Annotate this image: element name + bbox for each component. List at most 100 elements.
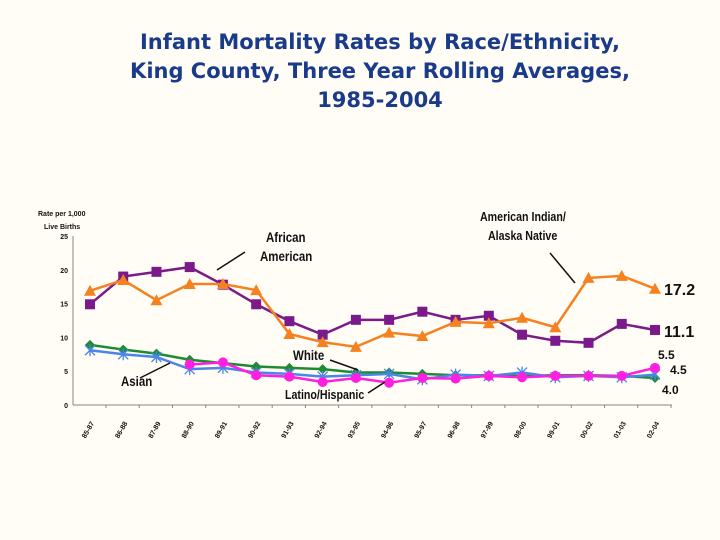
data-point [483, 310, 494, 321]
data-point [416, 330, 429, 342]
annotation-line [329, 359, 359, 371]
series-label: African [266, 229, 306, 245]
chart-title: Infant Mortality Rates by Race/Ethnicity… [0, 28, 720, 115]
data-point [384, 314, 395, 325]
annotation-line [139, 362, 171, 379]
end-value-label: 5.5 [658, 348, 675, 362]
title-line-3: 1985-2004 [317, 88, 443, 112]
data-point [649, 282, 661, 294]
x-tick-label: 91-93 [281, 421, 296, 440]
title-line-2: King County, Three Year Rolling Averages… [130, 59, 630, 83]
data-point [216, 277, 229, 289]
data-point [151, 351, 162, 364]
data-point [184, 359, 195, 370]
data-point [350, 372, 361, 383]
x-tick-label: 98-00 [513, 421, 528, 440]
data-point [316, 336, 329, 348]
annotation-line [367, 381, 386, 394]
data-point [483, 370, 494, 381]
x-tick-label: 86-88 [114, 421, 129, 440]
series-line [89, 274, 656, 349]
y-tick-label: 10 [60, 335, 68, 342]
data-point [151, 266, 162, 277]
annotation-line [216, 251, 246, 271]
y-tick-label: 5 [64, 369, 68, 376]
series-label: American Indian/ [480, 209, 566, 224]
y-axis-label: Live Births [44, 224, 80, 231]
data-point [583, 370, 594, 381]
data-point [383, 326, 396, 338]
x-tick-label: 02-04 [646, 421, 661, 440]
data-point [616, 370, 627, 381]
data-point [117, 273, 130, 285]
end-value-label: 4.0 [662, 383, 679, 397]
y-axis-label: Rate per 1,000 [38, 211, 86, 218]
y-tick-label: 25 [60, 234, 68, 241]
end-value-label: 11.1 [664, 324, 694, 341]
data-point [184, 262, 195, 273]
y-tick-label: 0 [64, 403, 68, 410]
x-tick-label: 96-98 [447, 421, 462, 440]
data-point [615, 269, 628, 281]
data-point [349, 340, 362, 352]
data-point [284, 362, 295, 373]
data-point [616, 318, 627, 329]
x-tick-label: 94-96 [380, 421, 395, 440]
series-label: Alaska Native [488, 228, 558, 243]
data-point [317, 364, 328, 375]
x-tick-label: 92-94 [314, 421, 329, 440]
data-point [582, 271, 595, 283]
series-label: Asian [121, 373, 152, 389]
data-point [183, 277, 196, 289]
data-point [482, 317, 495, 329]
data-point [217, 357, 228, 368]
data-point [284, 316, 295, 327]
data-point [150, 294, 163, 306]
title-line-1: Infant Mortality Rates by Race/Ethnicity… [139, 30, 621, 54]
data-point [350, 314, 361, 325]
series-label: American [260, 248, 312, 264]
data-point [85, 299, 95, 310]
data-point [251, 361, 262, 372]
annotation-line [549, 252, 576, 284]
x-tick-label: 97-99 [480, 421, 495, 440]
data-point [517, 329, 528, 340]
data-point [650, 324, 660, 335]
data-point [317, 377, 328, 388]
series-label: White [293, 347, 324, 363]
data-point [449, 315, 462, 327]
data-point [317, 329, 328, 340]
data-point [117, 348, 129, 361]
data-point [450, 373, 461, 384]
data-point [251, 370, 262, 381]
data-point [550, 335, 561, 346]
series-line [89, 265, 656, 345]
data-point [549, 321, 562, 333]
data-point [84, 344, 96, 357]
data-point [550, 370, 561, 381]
end-value-label: 4.5 [670, 363, 687, 377]
data-point [284, 371, 295, 382]
data-point [517, 372, 528, 383]
x-tick-label: 89-91 [214, 421, 229, 440]
x-tick-label: 01-03 [613, 421, 628, 440]
end-value-label: 17.2 [664, 282, 695, 299]
x-tick-label: 99-01 [546, 421, 561, 440]
x-tick-label: 90-92 [247, 421, 262, 440]
data-point [516, 311, 529, 323]
x-tick-label: 93-95 [347, 421, 362, 440]
y-tick-label: 20 [60, 268, 68, 275]
x-tick-label: 87-89 [148, 421, 163, 440]
data-point [250, 284, 263, 296]
data-point [417, 372, 428, 383]
data-point [384, 377, 395, 388]
y-tick-label: 15 [60, 302, 68, 309]
data-point [417, 306, 428, 317]
x-tick-label: 00-02 [580, 421, 595, 440]
x-tick-label: 95-97 [414, 421, 429, 440]
x-tick-label: 88-90 [181, 421, 196, 440]
data-point [251, 299, 262, 310]
x-tick-label: 85-87 [81, 421, 96, 440]
